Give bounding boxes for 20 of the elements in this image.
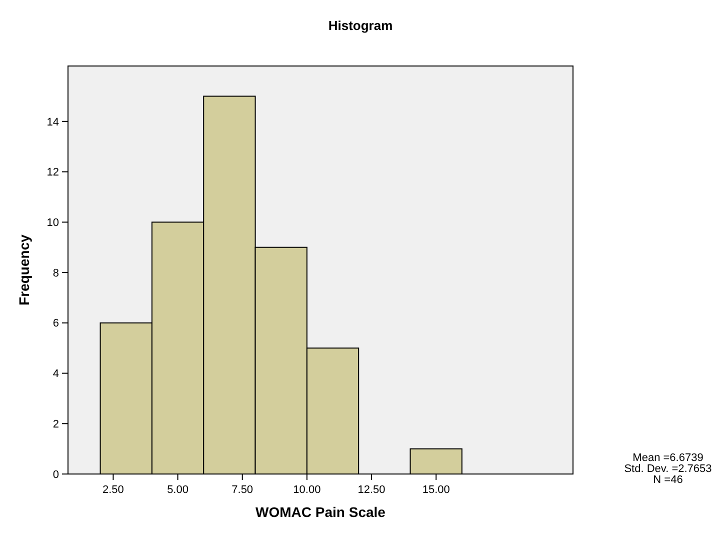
y-tick-label: 10 <box>46 217 59 229</box>
x-tick-label: 5.00 <box>167 484 188 496</box>
x-tick-label: 7.50 <box>232 484 254 496</box>
y-tick-label: 12 <box>46 166 59 179</box>
chart-title: Histogram <box>328 18 393 33</box>
y-axis-title: Frequency <box>16 234 32 306</box>
text: N =46 <box>653 474 683 486</box>
y-tick-label: 6 <box>52 318 59 330</box>
y-tick-label: 2 <box>52 418 59 430</box>
x-tick-label: 10.00 <box>293 484 321 496</box>
y-tick-label: 4 <box>52 368 59 380</box>
y-tick-label: 14 <box>46 116 59 128</box>
x-tick-label: 12.50 <box>358 484 386 496</box>
y-tick-label: 8 <box>52 267 59 280</box>
y-tick-label: 0 <box>52 468 59 481</box>
x-tick-label: 15.00 <box>422 484 450 496</box>
text: Std. Dev. =2.7653 <box>624 463 712 475</box>
text: Mean =6.6739 <box>632 452 704 464</box>
x-axis-title: WOMAC Pain Scale <box>256 504 386 520</box>
x-tick-label: 2.50 <box>102 484 124 496</box>
